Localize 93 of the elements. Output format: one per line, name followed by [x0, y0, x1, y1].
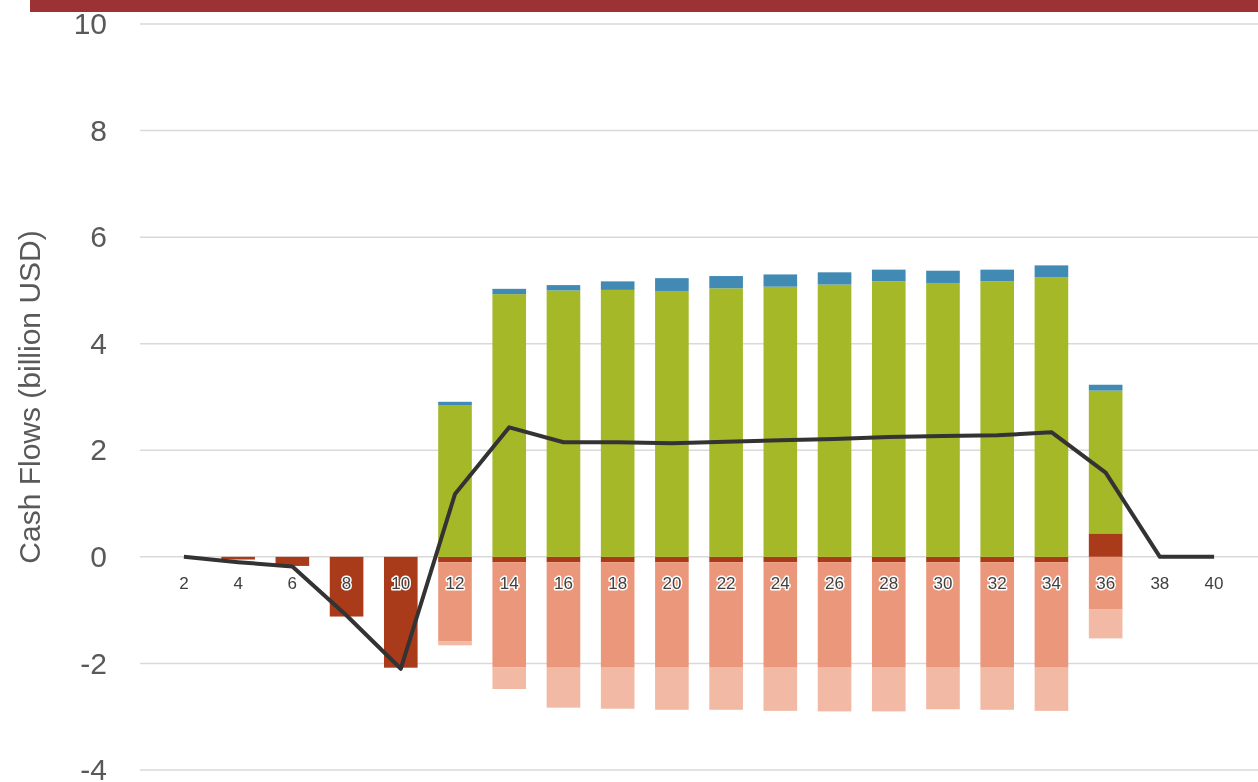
y-tick-label: 6	[90, 220, 107, 254]
bar	[1088, 609, 1123, 639]
x-tick-label: 28	[879, 573, 899, 593]
y-tick-label: 2	[90, 433, 107, 467]
y-tick-label: -2	[80, 646, 107, 680]
bar	[871, 281, 906, 557]
bar	[600, 556, 635, 563]
bar	[763, 667, 798, 711]
bar	[546, 667, 581, 708]
bar	[817, 667, 852, 712]
x-tick-label: 32	[987, 573, 1007, 593]
bar	[926, 282, 960, 557]
bar	[1034, 562, 1069, 668]
x-tick-label: 4	[233, 573, 243, 593]
bar	[980, 556, 1015, 563]
bar	[1034, 667, 1069, 711]
bar	[709, 562, 743, 668]
bar	[600, 562, 635, 668]
bar	[221, 556, 255, 560]
bar	[492, 562, 527, 668]
y-tick-label: 0	[90, 539, 107, 573]
bar	[600, 281, 635, 290]
x-tick-label: 16	[553, 573, 573, 593]
bar	[1088, 384, 1123, 391]
bar	[817, 556, 852, 563]
bar	[546, 290, 581, 557]
bar	[492, 667, 527, 690]
x-tick-label: 34	[1041, 573, 1061, 593]
bar	[926, 562, 960, 668]
y-tick-label: 8	[90, 113, 107, 147]
bar	[655, 667, 689, 710]
bar	[600, 667, 635, 709]
bar	[763, 274, 798, 287]
bar	[871, 269, 906, 282]
x-tick-label: 8	[341, 573, 352, 593]
bar	[817, 562, 852, 668]
x-tick-label: 10	[391, 573, 411, 593]
bar	[926, 556, 960, 563]
bar	[871, 667, 906, 712]
bar	[871, 556, 906, 563]
bar	[438, 404, 472, 557]
y-tick-label: 4	[90, 326, 107, 360]
bar	[763, 562, 798, 668]
x-tick-label: 20	[662, 573, 682, 593]
bar	[438, 556, 472, 563]
x-tick-label: 40	[1204, 573, 1224, 593]
bar	[655, 562, 689, 668]
bar	[980, 562, 1015, 668]
y-tick-label: 10	[73, 7, 107, 41]
x-tick-label: 38	[1150, 573, 1170, 593]
bar	[546, 562, 581, 668]
bar	[980, 281, 1015, 557]
bar	[1034, 277, 1069, 557]
bar	[1034, 556, 1069, 563]
bar	[1088, 533, 1123, 557]
x-tick-label: 36	[1096, 573, 1116, 593]
bar	[709, 667, 743, 710]
x-tick-label: 24	[770, 573, 790, 593]
x-tick-label: 2	[179, 573, 189, 593]
bar	[709, 556, 743, 563]
bar	[546, 556, 581, 563]
bar	[763, 286, 798, 557]
bar	[600, 289, 635, 557]
x-tick-label: 30	[933, 573, 953, 593]
bar	[709, 288, 743, 557]
bar	[492, 556, 527, 563]
x-tick-label: 22	[716, 573, 736, 593]
bar	[1034, 265, 1069, 278]
x-tick-label: 6	[287, 573, 298, 593]
bar	[817, 272, 852, 285]
y-tick-label: -4	[80, 753, 107, 782]
bar	[817, 284, 852, 557]
bar	[926, 270, 960, 283]
bar	[763, 556, 798, 563]
bar	[926, 667, 960, 710]
bar	[438, 562, 472, 642]
bar	[546, 285, 581, 291]
y-axis-title: Cash Flows (billion USD)	[13, 230, 46, 564]
bar	[709, 276, 743, 289]
bar	[1088, 390, 1123, 534]
x-tick-label: 14	[499, 573, 519, 593]
bar	[438, 401, 472, 405]
bar	[492, 294, 527, 557]
bar	[655, 278, 689, 291]
x-tick-label: 12	[445, 573, 465, 593]
bar	[980, 269, 1015, 282]
bar	[871, 562, 906, 668]
bar	[980, 667, 1015, 710]
bar	[655, 290, 689, 557]
x-tick-label: 26	[825, 573, 845, 593]
bar	[655, 556, 689, 563]
x-tick-label: 18	[608, 573, 628, 593]
bar	[492, 288, 527, 295]
